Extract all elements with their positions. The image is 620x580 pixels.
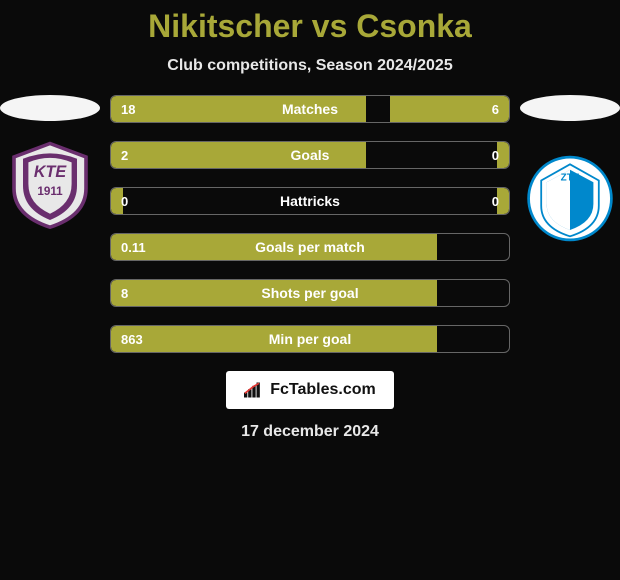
right-player-column: ZTE — [520, 95, 620, 243]
page-title: Nikitscher vs Csonka — [148, 8, 472, 45]
stat-label: Min per goal — [111, 331, 509, 347]
stat-value-right: 0 — [492, 194, 499, 209]
brand-text: FcTables.com — [270, 381, 376, 399]
stat-row: 0Hattricks0 — [110, 187, 510, 215]
zte-text: ZTE — [561, 172, 580, 183]
stat-label: Goals — [111, 147, 509, 163]
stat-row: 2Goals0 — [110, 141, 510, 169]
left-player-column: KTE 1911 — [0, 95, 100, 229]
stat-row: 0.11Goals per match — [110, 233, 510, 261]
stat-row: 863Min per goal — [110, 325, 510, 353]
zte-shield-icon: ZTE — [525, 151, 615, 246]
stat-label: Shots per goal — [111, 285, 509, 301]
left-club-logo: KTE 1911 — [5, 139, 95, 229]
footer-date: 17 december 2024 — [241, 423, 379, 441]
stat-value-right: 0 — [492, 148, 499, 163]
stat-label: Matches — [111, 101, 509, 117]
stat-row: 18Matches6 — [110, 95, 510, 123]
fctables-logo-icon — [244, 382, 264, 398]
stat-value-right: 6 — [492, 102, 499, 117]
right-club-logo: ZTE — [525, 153, 615, 243]
page-subtitle: Club competitions, Season 2024/2025 — [167, 57, 452, 75]
main-content: KTE 1911 18Matches62Goals00Hattricks00.1… — [0, 95, 620, 353]
stat-label: Goals per match — [111, 239, 509, 255]
stats-bars: 18Matches62Goals00Hattricks00.11Goals pe… — [110, 95, 510, 353]
stat-row: 8Shots per goal — [110, 279, 510, 307]
left-player-avatar — [0, 95, 100, 121]
kte-text: KTE — [34, 163, 68, 181]
comparison-card: Nikitscher vs Csonka Club competitions, … — [0, 0, 620, 580]
stat-label: Hattricks — [111, 193, 509, 209]
brand-badge: FcTables.com — [226, 371, 394, 409]
right-player-avatar — [520, 95, 620, 121]
kte-shield-icon: KTE 1911 — [5, 139, 95, 229]
kte-year: 1911 — [37, 185, 63, 198]
